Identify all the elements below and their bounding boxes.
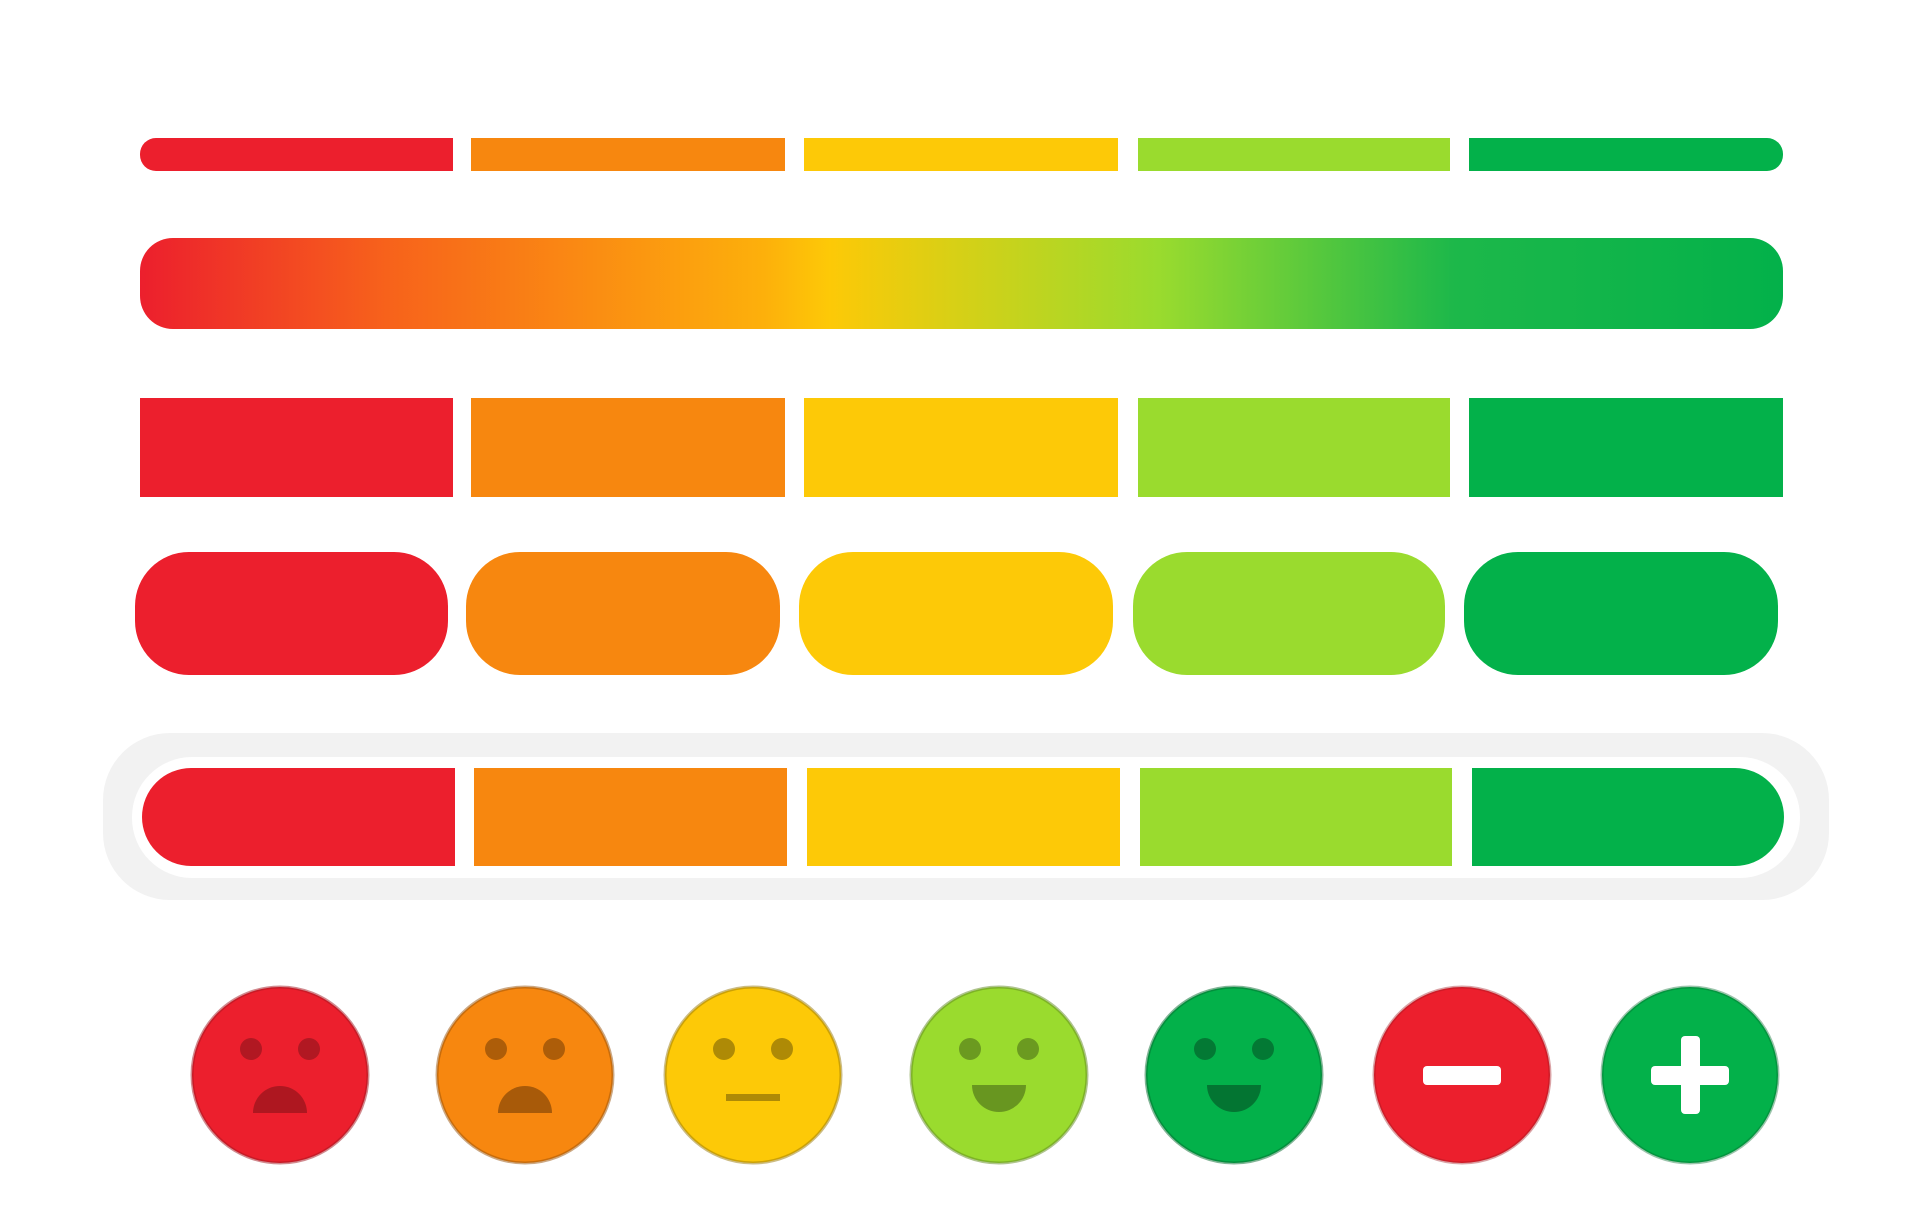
framed-segment [807,768,1120,866]
face [1144,985,1324,1165]
eye [713,1038,735,1060]
face [435,985,615,1165]
pill-segment [1464,552,1778,675]
face [663,985,843,1165]
thin-segment [804,138,1118,171]
block-segment [804,398,1118,497]
eye [298,1038,320,1060]
block-segment [1138,398,1450,497]
framed-segment [474,768,787,866]
thin-segment [1469,138,1783,171]
block-segment [1469,398,1783,497]
plus-icon [1681,1036,1700,1114]
thin-segment [140,138,453,171]
eye [1017,1038,1039,1060]
eye [543,1038,565,1060]
face [909,985,1089,1165]
thin-segment [1138,138,1450,171]
eye [485,1038,507,1060]
framed-segment [1140,768,1452,866]
block-segment [471,398,785,497]
mouth [1207,1085,1261,1112]
pill-segment [799,552,1113,675]
pill-segment [135,552,448,675]
pill-segment [466,552,780,675]
mouth [726,1094,780,1101]
eye [1252,1038,1274,1060]
framed-segment [142,768,455,866]
eye [1194,1038,1216,1060]
pill-segment [1133,552,1445,675]
mouth [972,1085,1026,1112]
face [190,985,370,1165]
minus-icon [1423,1066,1501,1085]
mouth [253,1086,307,1113]
eye [771,1038,793,1060]
block-segment [140,398,453,497]
mouth [498,1086,552,1113]
thin-segment [471,138,785,171]
eye [959,1038,981,1060]
framed-segment [1472,768,1784,866]
eye [240,1038,262,1060]
gradient-bar [140,238,1783,329]
